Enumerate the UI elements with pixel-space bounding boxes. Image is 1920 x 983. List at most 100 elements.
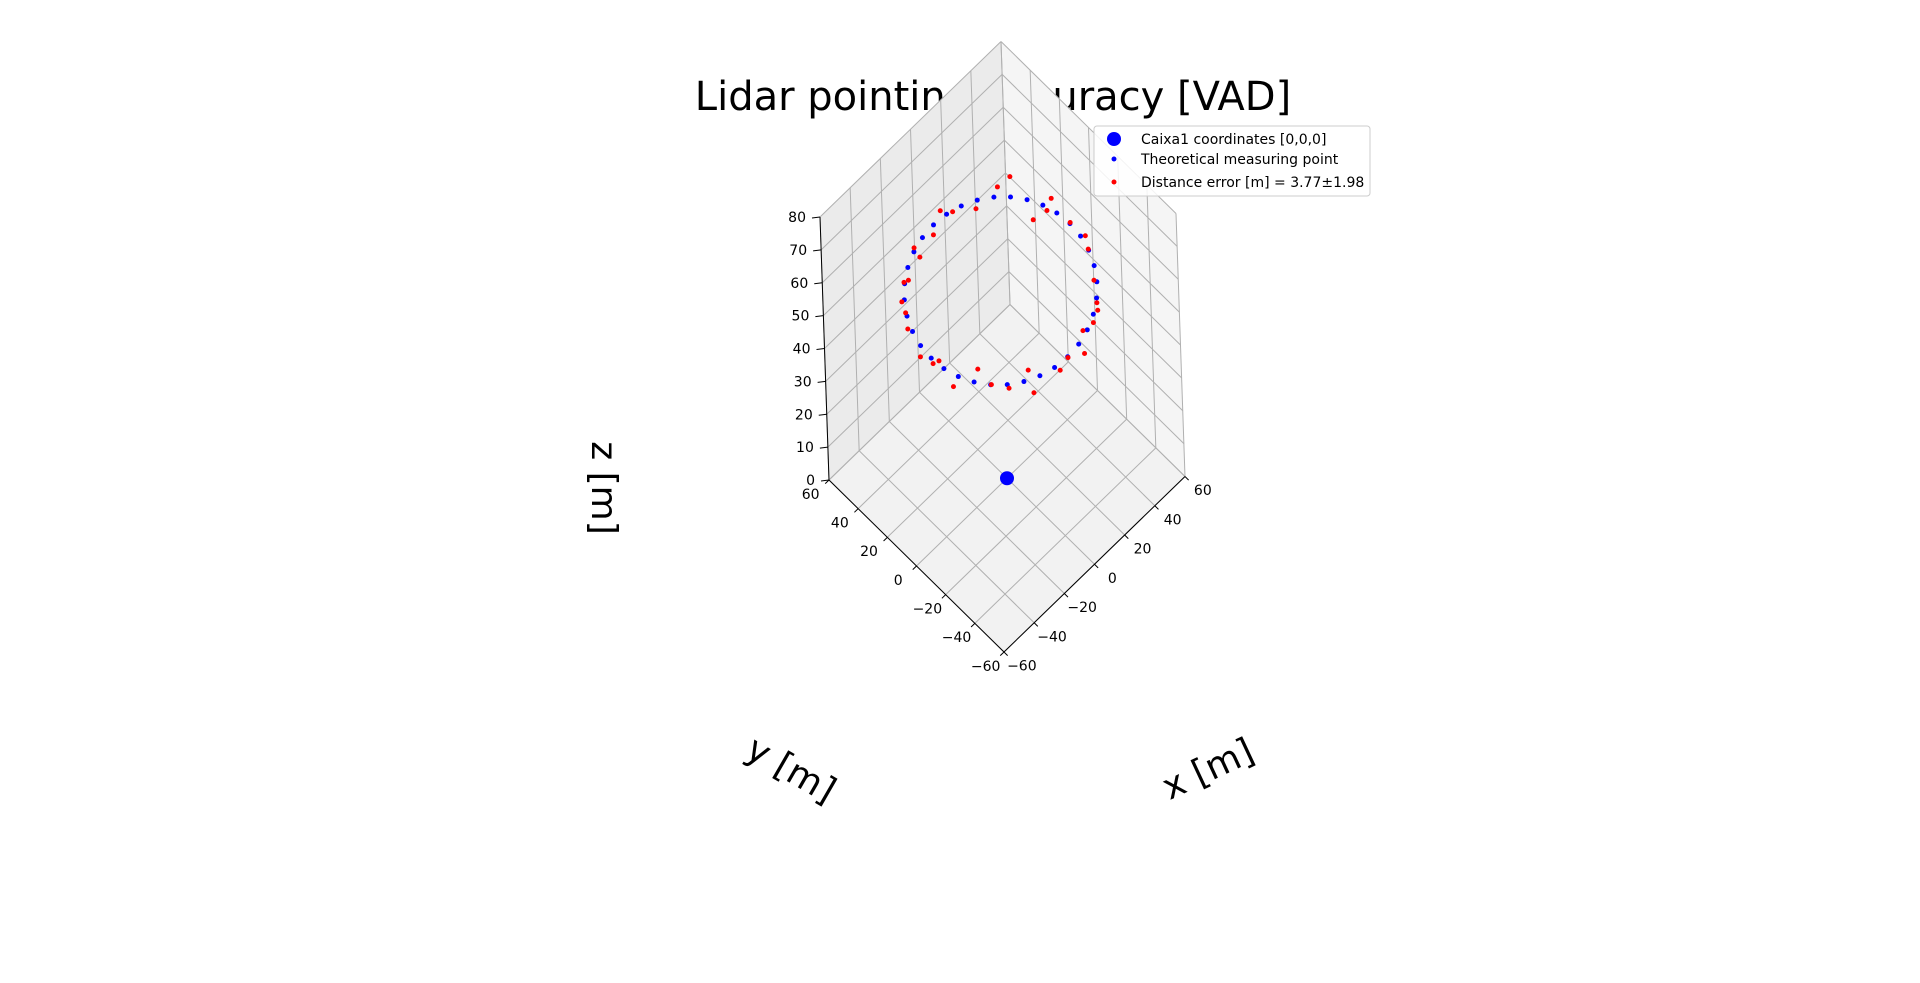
theoretical-point <box>941 366 947 372</box>
theoretical-point <box>1021 379 1027 385</box>
z-tick-label: 70 <box>789 243 807 259</box>
theoretical-point <box>910 329 916 335</box>
y-axis-label: y [m] <box>739 728 843 811</box>
z-tick-mark <box>811 216 821 219</box>
measured-point <box>950 209 956 215</box>
theoretical-point <box>1037 373 1043 379</box>
z-grid-line <box>821 106 1004 284</box>
y-tick-label: −20 <box>913 602 943 618</box>
z-tick-label: 20 <box>795 407 813 423</box>
y-tick-mark <box>999 651 1005 657</box>
y-tick-label: −40 <box>942 630 972 646</box>
data-points <box>899 174 1101 486</box>
measured-point <box>1082 233 1088 239</box>
theoretical-point <box>955 374 961 380</box>
x-tick-label: −60 <box>1007 659 1037 675</box>
z-grid-line <box>1002 106 1179 280</box>
z-grid-line <box>823 139 1005 316</box>
theoretical-point <box>991 194 997 200</box>
x-tick-label: 0 <box>1108 571 1117 587</box>
measured-point <box>1006 385 1012 391</box>
legend-label-caixa1: Caixa1 coordinates [0,0,0] <box>1141 132 1326 148</box>
theoretical-point <box>974 197 980 203</box>
y-tick-mark <box>912 565 917 571</box>
y-tick-label: 60 <box>802 487 820 503</box>
y-tick-mark <box>824 479 830 485</box>
z-grid-line <box>1007 238 1184 412</box>
z-grid-line <box>1009 304 1186 477</box>
x-axis-label: x [m] <box>1156 731 1260 809</box>
measured-point <box>901 279 907 285</box>
measured-point <box>1025 367 1031 373</box>
theoretical-point <box>918 343 924 349</box>
z-axis-label: z [m] <box>583 441 624 535</box>
measured-point <box>905 326 911 332</box>
x-tick-mark <box>1154 505 1159 510</box>
y-tick-mark <box>941 594 947 599</box>
x-tick-label: 40 <box>1164 512 1182 528</box>
x-tick-label: −40 <box>1037 629 1067 645</box>
z-tick-mark <box>816 348 825 351</box>
y-tick-label: 40 <box>831 516 849 532</box>
z-tick-label: 40 <box>793 342 811 358</box>
measured-point <box>917 254 923 260</box>
theoretical-point <box>1076 341 1082 347</box>
legend-label-distance-error: Distance error [m] = 3.77±1.98 <box>1141 175 1364 191</box>
z-tick-mark <box>817 380 826 383</box>
z-grid-line <box>1001 74 1178 247</box>
theoretical-point <box>958 203 964 209</box>
measured-point <box>1031 390 1037 396</box>
theoretical-point <box>931 222 937 228</box>
theoretical-point <box>1040 202 1046 208</box>
measured-point <box>899 299 905 305</box>
z-grid-line <box>819 41 1002 218</box>
legend-label-theoretical: Theoretical measuring point <box>1140 152 1339 168</box>
theoretical-point <box>1078 233 1084 239</box>
measured-point <box>1007 174 1013 180</box>
z-tick-label: 60 <box>790 276 808 292</box>
measured-point <box>930 361 936 367</box>
measured-point <box>1085 246 1091 252</box>
measured-point <box>911 245 917 251</box>
x-tick-mark <box>1094 563 1099 569</box>
theoretical-point <box>928 355 934 361</box>
y-grid-line <box>974 447 1157 624</box>
z-grid-line <box>827 271 1010 448</box>
z-grid-line <box>1008 271 1185 444</box>
measured-point <box>1048 195 1054 201</box>
measured-point <box>917 354 923 360</box>
z-grid-line <box>1005 172 1181 346</box>
measured-point <box>1067 220 1073 226</box>
y-grid-line <box>945 418 1128 596</box>
measured-point <box>988 382 994 388</box>
measured-point <box>937 208 943 214</box>
y-grid-line <box>886 361 1069 538</box>
theoretical-point <box>1054 210 1060 216</box>
z-tick-mark <box>814 282 823 285</box>
z-tick-mark <box>820 479 830 482</box>
measured-point <box>903 310 909 316</box>
y-tick-label: 20 <box>860 544 878 560</box>
x-tick-mark <box>1063 593 1069 598</box>
theoretical-point <box>1008 194 1014 200</box>
z-tick-label: 30 <box>794 374 812 390</box>
z-grid-line <box>820 74 1003 251</box>
theoretical-point <box>919 235 925 241</box>
measured-point <box>1091 277 1097 283</box>
measured-point <box>1094 300 1100 306</box>
z-grid-line <box>1004 139 1180 313</box>
legend-marker-caixa1 <box>1107 132 1121 146</box>
measured-point <box>950 384 956 390</box>
theoretical-point <box>1091 263 1097 269</box>
x-tick-mark <box>1184 476 1189 481</box>
theoretical-point <box>1094 295 1100 301</box>
theoretical-point <box>1090 311 1096 317</box>
measured-point <box>994 184 1000 190</box>
x-tick-mark <box>1124 534 1129 539</box>
y-tick-mark <box>883 536 888 542</box>
x-tick-mark <box>1033 622 1039 627</box>
measured-point <box>1065 355 1071 361</box>
z-grid-line <box>825 205 1007 382</box>
z-tick-mark <box>819 446 828 449</box>
z-grid-line <box>828 304 1011 481</box>
